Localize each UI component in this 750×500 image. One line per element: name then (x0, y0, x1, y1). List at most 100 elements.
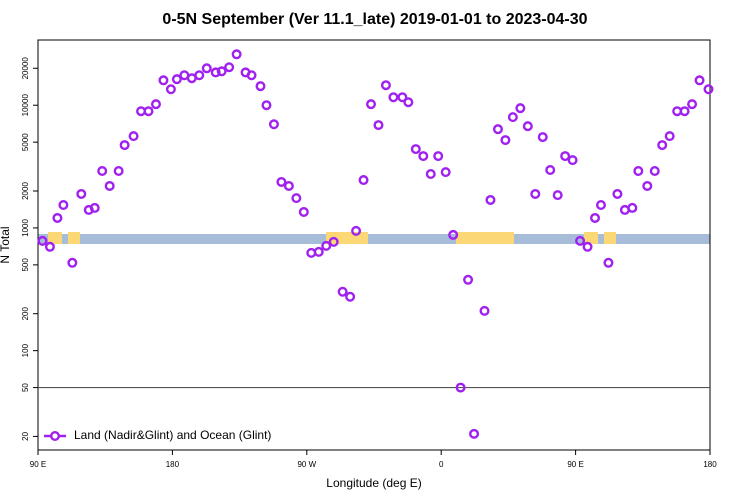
point (291, 193, 302, 204)
point (351, 225, 362, 236)
point (246, 70, 257, 81)
point (255, 81, 266, 92)
y-tick-label: 5000 (21, 133, 30, 151)
x-tick-label: 90 E (567, 460, 583, 469)
point (283, 180, 294, 191)
y-tick-label: 10000 (21, 94, 30, 117)
band-patch (48, 232, 62, 244)
point (44, 241, 55, 252)
y-tick-label: 20000 (21, 57, 30, 80)
point (194, 70, 205, 81)
y-axis-label: N Total (0, 226, 12, 263)
point (345, 291, 356, 302)
point (97, 166, 108, 177)
point (216, 66, 227, 77)
point (545, 165, 556, 176)
point (425, 169, 436, 180)
point (500, 135, 511, 146)
y-tick-label: 2000 (21, 182, 30, 200)
point (537, 132, 548, 143)
point (165, 84, 176, 95)
point (321, 240, 332, 251)
point (479, 305, 490, 316)
point (507, 112, 518, 123)
band-patch (456, 232, 514, 244)
point (276, 176, 287, 187)
point (567, 155, 578, 166)
y-tick-label: 50 (21, 383, 30, 392)
y-tick-label: 500 (21, 258, 30, 272)
point (366, 99, 377, 110)
point (627, 202, 638, 213)
band (38, 234, 710, 244)
y-tick-label: 100 (21, 343, 30, 357)
point (448, 229, 459, 240)
point (261, 100, 272, 111)
y-tick-label: 20 (21, 431, 30, 440)
point (612, 188, 623, 199)
point (313, 246, 324, 257)
point (552, 190, 563, 201)
band-patch (604, 232, 616, 244)
point (52, 212, 63, 223)
point (268, 119, 279, 130)
point (603, 257, 614, 268)
y-tick-label: 1000 (21, 218, 30, 236)
point (201, 63, 212, 74)
point (687, 99, 698, 110)
point (440, 167, 451, 178)
point (67, 257, 78, 268)
point (113, 166, 124, 177)
point (582, 241, 593, 252)
point (373, 120, 384, 131)
x-tick-label: 90 E (30, 460, 46, 469)
point (89, 202, 100, 213)
point (403, 97, 414, 108)
point (231, 49, 242, 60)
point (649, 166, 660, 177)
point (485, 194, 496, 205)
point (150, 99, 161, 110)
x-tick-label: 0 (439, 460, 444, 469)
legend-label: Land (Nadir&Glint) and Ocean (Glint) (74, 428, 271, 442)
point (380, 80, 391, 91)
legend-marker (50, 431, 61, 442)
point (694, 75, 705, 86)
point (388, 92, 399, 103)
point (298, 206, 309, 217)
point (418, 151, 429, 162)
band-patch (68, 232, 80, 244)
point (358, 175, 369, 186)
point (575, 235, 586, 246)
point (515, 103, 526, 114)
point (410, 144, 421, 155)
point (642, 180, 653, 191)
point (37, 235, 48, 246)
y-tick-label: 200 (21, 306, 30, 320)
point (492, 124, 503, 135)
point (633, 166, 644, 177)
point (463, 274, 474, 285)
point (703, 84, 714, 95)
point (560, 151, 571, 162)
point (522, 121, 533, 132)
x-tick-label: 180 (703, 460, 717, 469)
point (595, 199, 606, 210)
point (657, 140, 668, 151)
x-tick-label: 180 (166, 460, 180, 469)
point (224, 62, 235, 73)
point (143, 106, 154, 117)
x-tick-label: 90 W (297, 460, 316, 469)
point (397, 92, 408, 103)
point (590, 212, 601, 223)
chart-title: 0-5N September (Ver 11.1_late) 2019-01-0… (162, 11, 587, 28)
point (328, 236, 339, 247)
point (76, 188, 87, 199)
point (119, 140, 130, 151)
point (171, 74, 182, 85)
point (210, 67, 221, 78)
band-patch (584, 232, 598, 244)
point (158, 75, 169, 86)
